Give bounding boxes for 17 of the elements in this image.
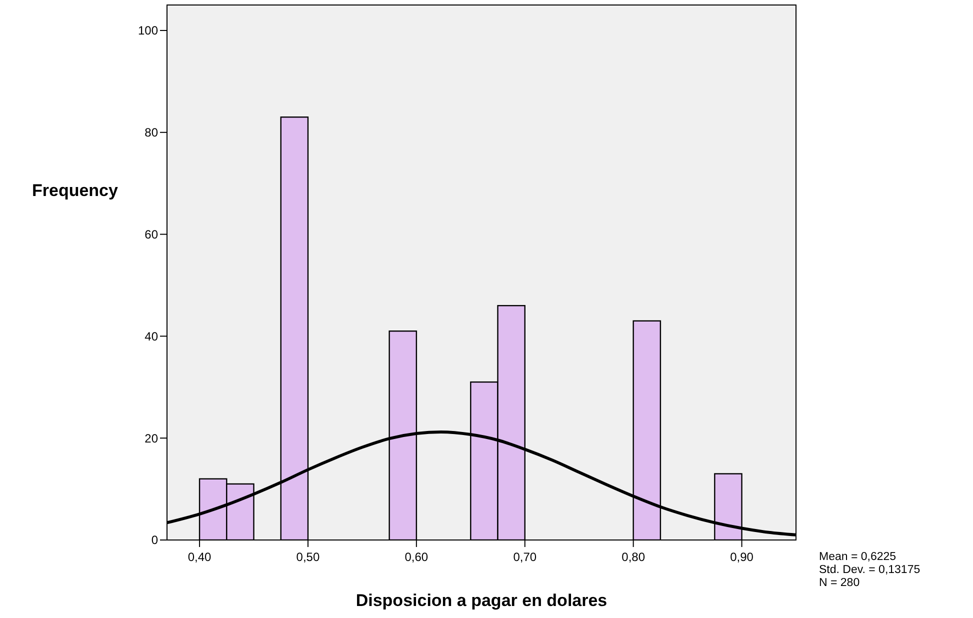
x-tick-label: 0,40 <box>188 550 212 564</box>
y-tick-label: 80 <box>144 126 158 140</box>
y-axis-title: Frequency <box>32 181 119 200</box>
y-tick-label: 100 <box>138 24 158 38</box>
x-tick-label: 0,50 <box>296 550 320 564</box>
y-tick-label: 0 <box>151 533 158 548</box>
text: Std. Dev. = 0,13175 <box>819 564 920 576</box>
x-axis-title: Disposicion a pagar en dolares <box>356 591 608 610</box>
x-tick-label: 0,70 <box>513 550 537 564</box>
y-tick-label: 40 <box>144 329 158 344</box>
x-tick-label: 0,90 <box>730 550 754 564</box>
x-tick-label: 0,80 <box>622 550 646 564</box>
y-tick-label: 20 <box>144 431 158 446</box>
text: Mean = 0,6225 <box>819 551 896 563</box>
y-tick-label: 60 <box>144 227 158 242</box>
x-tick-label: 0,60 <box>404 550 428 564</box>
text: N = 280 <box>819 577 860 589</box>
